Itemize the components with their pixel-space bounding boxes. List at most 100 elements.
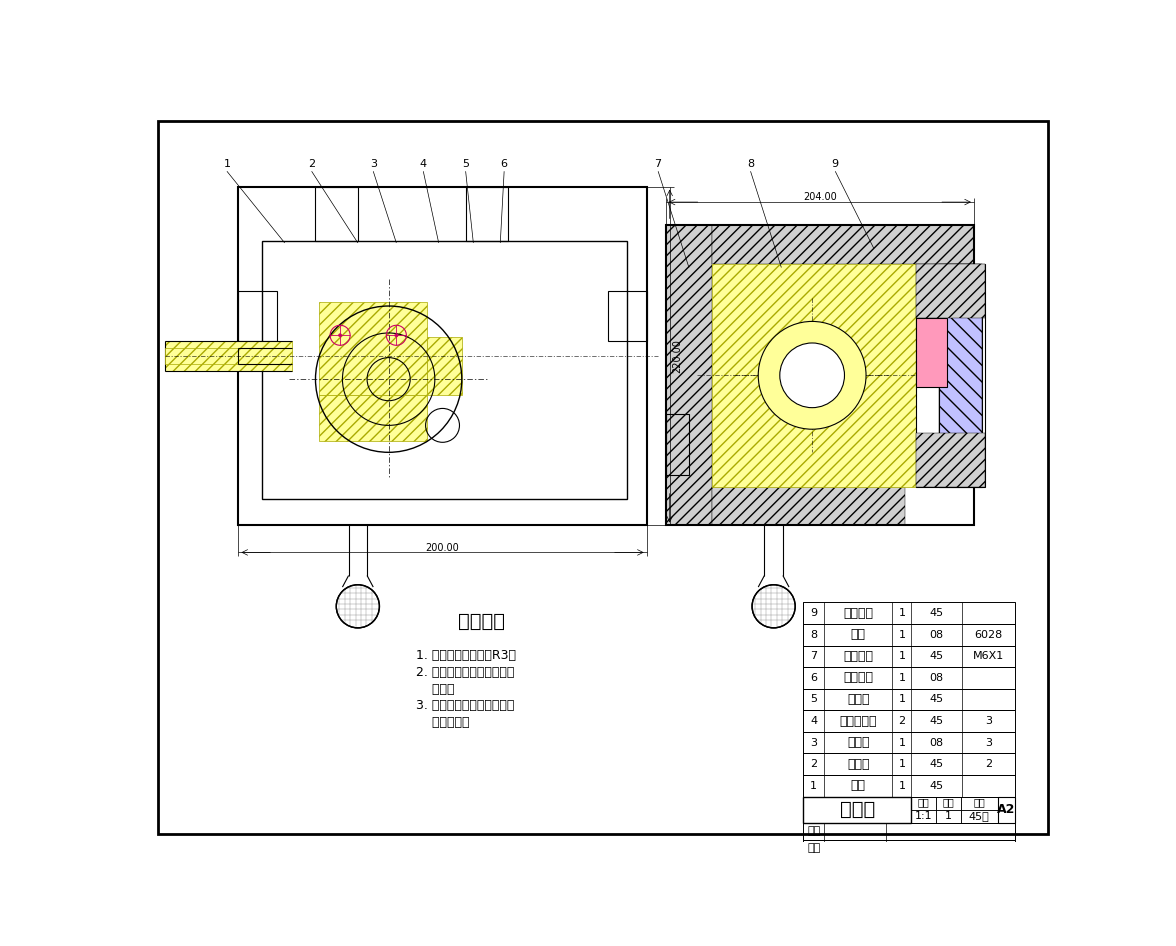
Text: 衬套: 衬套 bbox=[851, 628, 866, 641]
Bar bbox=[997, 797, 1015, 823]
Text: 45: 45 bbox=[929, 652, 943, 661]
Bar bbox=[166, 348, 239, 364]
Text: 2: 2 bbox=[308, 159, 315, 168]
Text: 裂纹；: 裂纹； bbox=[415, 683, 454, 695]
Bar bbox=[427, 337, 462, 394]
Bar bbox=[803, 823, 1015, 840]
Text: 9: 9 bbox=[810, 608, 817, 619]
Text: 1: 1 bbox=[810, 780, 817, 791]
Bar bbox=[803, 775, 1015, 797]
Text: 2. 铸件不得有沙眼，气孔，: 2. 铸件不得有沙眼，气孔， bbox=[415, 666, 514, 678]
Bar bbox=[936, 810, 961, 823]
Bar bbox=[711, 487, 904, 525]
Bar bbox=[261, 240, 627, 499]
Bar bbox=[666, 413, 689, 476]
Bar bbox=[239, 186, 647, 525]
Text: 08: 08 bbox=[929, 630, 943, 639]
Text: 204.00: 204.00 bbox=[803, 192, 836, 202]
Text: 45: 45 bbox=[929, 780, 943, 791]
Bar bbox=[803, 732, 1015, 753]
Text: 6028: 6028 bbox=[975, 630, 1003, 639]
Text: 钻模板: 钻模板 bbox=[847, 736, 869, 749]
Text: 顶杆: 顶杆 bbox=[851, 780, 866, 792]
Text: 比例: 比例 bbox=[918, 797, 930, 808]
Bar bbox=[961, 797, 997, 810]
Text: 技术要求: 技术要求 bbox=[457, 612, 505, 631]
Text: 1: 1 bbox=[898, 780, 906, 791]
Bar bbox=[803, 689, 1015, 710]
Text: 2: 2 bbox=[898, 716, 906, 726]
Bar bbox=[916, 318, 947, 387]
Text: 08: 08 bbox=[929, 738, 943, 747]
Text: 6: 6 bbox=[501, 159, 508, 168]
Bar bbox=[320, 302, 427, 394]
Bar bbox=[711, 264, 916, 487]
Text: 1: 1 bbox=[898, 608, 906, 619]
Text: 底板座架: 底板座架 bbox=[843, 650, 874, 663]
Text: 防转螺钉: 防转螺钉 bbox=[843, 672, 874, 684]
Circle shape bbox=[395, 334, 397, 337]
Text: 3: 3 bbox=[985, 716, 993, 726]
Bar bbox=[666, 225, 711, 525]
Text: 8: 8 bbox=[747, 159, 754, 168]
Text: 3: 3 bbox=[985, 738, 993, 747]
Text: 1: 1 bbox=[898, 673, 906, 683]
Text: 1: 1 bbox=[898, 652, 906, 661]
Bar bbox=[940, 264, 982, 487]
Text: 1: 1 bbox=[898, 694, 906, 705]
Bar bbox=[936, 797, 961, 810]
Text: 6: 6 bbox=[810, 673, 817, 683]
Text: 7: 7 bbox=[810, 652, 817, 661]
Text: 45钢: 45钢 bbox=[969, 811, 990, 821]
Bar bbox=[916, 264, 985, 487]
Text: 45: 45 bbox=[929, 694, 943, 705]
Text: M6X1: M6X1 bbox=[973, 652, 1004, 661]
Text: 1: 1 bbox=[946, 811, 951, 821]
Bar bbox=[940, 264, 982, 487]
Text: 9: 9 bbox=[831, 159, 838, 168]
Text: 45: 45 bbox=[929, 716, 943, 726]
Text: 4: 4 bbox=[420, 159, 427, 168]
Text: 材料: 材料 bbox=[974, 797, 985, 808]
Text: 45: 45 bbox=[929, 760, 943, 769]
Bar bbox=[803, 624, 1015, 645]
Text: 8: 8 bbox=[810, 630, 817, 639]
Text: 1. 夹具体未注圆角为R3；: 1. 夹具体未注圆角为R3； bbox=[415, 649, 515, 661]
Text: 1: 1 bbox=[898, 738, 906, 747]
Text: 3: 3 bbox=[369, 159, 376, 168]
Text: 5: 5 bbox=[462, 159, 469, 168]
Bar bbox=[320, 394, 427, 441]
Text: 夹具体: 夹具体 bbox=[847, 758, 869, 771]
Text: 1: 1 bbox=[223, 159, 230, 168]
Bar bbox=[803, 753, 1015, 775]
Bar bbox=[803, 797, 911, 823]
Bar bbox=[911, 810, 936, 823]
Text: 2: 2 bbox=[810, 760, 817, 769]
Text: 内六角螺钉: 内六角螺钉 bbox=[840, 714, 877, 727]
Text: A2: A2 bbox=[997, 803, 1015, 816]
Text: 过盈配合；: 过盈配合； bbox=[415, 716, 469, 729]
Bar bbox=[466, 186, 508, 240]
Bar bbox=[315, 186, 358, 240]
Text: 钻夹具: 钻夹具 bbox=[840, 800, 875, 819]
Text: 5: 5 bbox=[810, 694, 817, 705]
Text: 08: 08 bbox=[929, 673, 943, 683]
Text: 定位销: 定位销 bbox=[847, 693, 869, 706]
Text: 4: 4 bbox=[810, 716, 817, 726]
Circle shape bbox=[759, 322, 866, 429]
Text: 7: 7 bbox=[655, 159, 662, 168]
Text: 制图: 制图 bbox=[807, 826, 821, 836]
Bar bbox=[608, 290, 647, 341]
Bar bbox=[803, 840, 1015, 856]
Bar bbox=[961, 810, 997, 823]
Bar bbox=[666, 225, 974, 525]
Text: 1:1: 1:1 bbox=[915, 811, 933, 821]
Text: 3. 支承套与夹具体的配合为: 3. 支承套与夹具体的配合为 bbox=[415, 699, 514, 712]
Bar bbox=[711, 225, 974, 264]
Text: 1: 1 bbox=[898, 760, 906, 769]
Bar bbox=[803, 645, 1015, 667]
Text: 快换钻套: 快换钻套 bbox=[843, 606, 874, 620]
Bar bbox=[916, 433, 985, 487]
Text: 3: 3 bbox=[810, 738, 817, 747]
Bar bbox=[803, 667, 1015, 689]
